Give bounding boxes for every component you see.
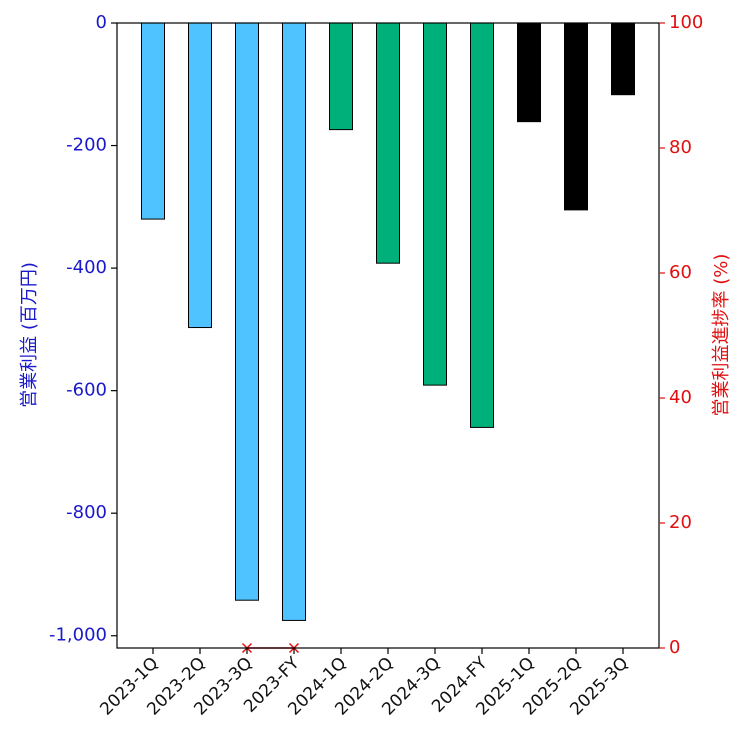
bar-2025-3Q <box>611 22 635 96</box>
bar-2023-FY <box>282 22 306 621</box>
bar-2024-3Q <box>423 22 447 386</box>
bar-2024-1Q <box>329 22 353 131</box>
left-tick-label: -1,000 <box>49 625 107 646</box>
right-tick-label: 20 <box>669 512 692 533</box>
bars-group <box>141 22 635 621</box>
right-tick-label: 100 <box>669 12 703 33</box>
x-axis: 2023-1Q2023-2Q2023-3Q2023-FY2024-1Q2024-… <box>96 648 633 720</box>
left-tick-label: -600 <box>66 380 107 401</box>
left-tick-label: 0 <box>96 12 107 33</box>
left-axis: 0 -200 -400 -600 -800 -1,000 <box>49 12 117 646</box>
left-tick-label: -400 <box>66 257 107 278</box>
bar-2025-2Q <box>564 22 588 211</box>
left-tick-label: -200 <box>66 135 107 156</box>
left-axis-label: 営業利益 (百万円) <box>19 262 40 408</box>
right-tick-label: 40 <box>669 387 692 408</box>
bar-2023-1Q <box>141 22 165 220</box>
bar-2025-1Q <box>517 22 541 123</box>
right-tick-label: 0 <box>669 637 680 658</box>
left-tick-label: -800 <box>66 502 107 523</box>
bar-2024-2Q <box>376 22 400 264</box>
right-tick-label: 80 <box>669 137 692 158</box>
right-axis-label: 営業利益進捗率 (%) <box>711 254 732 417</box>
bar-2023-2Q <box>188 22 212 329</box>
bar-2023-3Q <box>235 22 259 601</box>
bar-2024-FY <box>470 22 494 428</box>
right-tick-label: 60 <box>669 262 692 283</box>
right-axis: 0 20 40 60 80 100 <box>659 12 703 658</box>
